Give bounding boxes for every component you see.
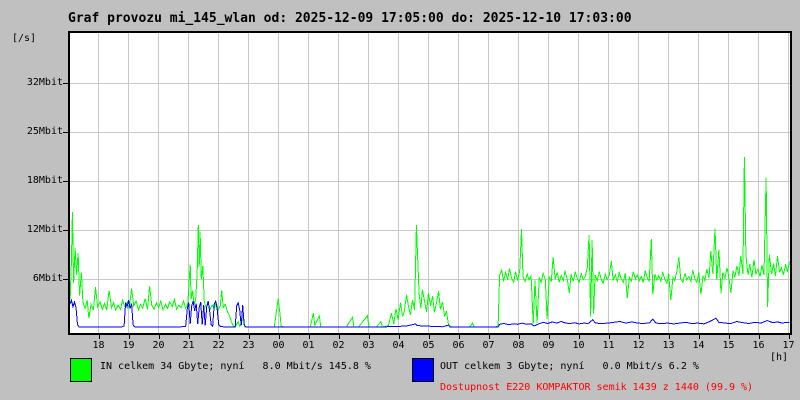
series-line-in bbox=[70, 157, 790, 328]
x-axis-tick bbox=[639, 335, 640, 339]
x-axis-tick bbox=[339, 335, 340, 339]
x-tick-label: 12 bbox=[632, 340, 645, 351]
x-axis-tick bbox=[369, 335, 370, 339]
y-axis-unit-label: [/s] bbox=[12, 33, 37, 44]
x-tick-label: 02 bbox=[332, 340, 345, 351]
legend-out-label: OUT celkem 3 Gbyte; nyní 0.0 Mbit/s 6.2 … bbox=[440, 361, 699, 372]
x-tick-label: 01 bbox=[302, 340, 315, 351]
x-tick-label: 22 bbox=[212, 340, 225, 351]
x-tick-label: 09 bbox=[542, 340, 555, 351]
x-axis-tick bbox=[99, 335, 100, 339]
x-tick-label: 04 bbox=[392, 340, 405, 351]
series-line-out bbox=[70, 298, 790, 328]
availability-label: Dostupnost E220 KOMPAKTOR semik 1439 z 1… bbox=[440, 382, 754, 393]
x-tick-label: 00 bbox=[272, 340, 285, 351]
x-axis-tick bbox=[459, 335, 460, 339]
x-axis-tick bbox=[789, 335, 790, 339]
x-axis-tick bbox=[159, 335, 160, 339]
x-axis-tick bbox=[759, 335, 760, 339]
x-tick-label: 08 bbox=[512, 340, 525, 351]
chart-svg bbox=[70, 33, 790, 333]
x-axis-tick bbox=[549, 335, 550, 339]
x-tick-label: 11 bbox=[602, 340, 615, 351]
plot-area bbox=[68, 31, 792, 335]
x-axis-tick bbox=[519, 335, 520, 339]
x-axis-tick bbox=[279, 335, 280, 339]
y-tick-label: 18Mbit bbox=[26, 175, 63, 186]
x-axis-tick bbox=[249, 335, 250, 339]
y-axis-tick bbox=[63, 132, 68, 133]
x-tick-label: 15 bbox=[722, 340, 735, 351]
x-tick-label: 19 bbox=[122, 340, 135, 351]
x-axis-tick bbox=[729, 335, 730, 339]
y-tick-label: 25Mbit bbox=[26, 126, 63, 137]
x-axis-tick bbox=[219, 335, 220, 339]
y-tick-label: 6Mbit bbox=[32, 273, 63, 284]
y-tick-label: 32Mbit bbox=[26, 77, 63, 88]
x-axis-tick bbox=[129, 335, 130, 339]
x-tick-label: 14 bbox=[692, 340, 705, 351]
x-axis-tick bbox=[429, 335, 430, 339]
x-tick-label: 13 bbox=[662, 340, 675, 351]
x-axis-tick bbox=[489, 335, 490, 339]
x-tick-label: 06 bbox=[452, 340, 465, 351]
y-axis-tick bbox=[63, 230, 68, 231]
x-tick-label: 17 bbox=[782, 340, 795, 351]
x-tick-label: 03 bbox=[362, 340, 375, 351]
y-axis-tick bbox=[63, 83, 68, 84]
x-tick-label: 21 bbox=[182, 340, 195, 351]
x-axis-tick bbox=[579, 335, 580, 339]
y-tick-label: 12Mbit bbox=[26, 224, 63, 235]
x-tick-label: 16 bbox=[752, 340, 765, 351]
graph-title: Graf provozu mi_145_wlan od: 2025-12-09 … bbox=[68, 11, 632, 26]
x-tick-label: 05 bbox=[422, 340, 435, 351]
y-axis-tick bbox=[63, 181, 68, 182]
x-axis-tick bbox=[399, 335, 400, 339]
y-axis-tick bbox=[63, 279, 68, 280]
x-tick-label: 23 bbox=[242, 340, 255, 351]
x-axis-tick bbox=[189, 335, 190, 339]
x-axis-tick bbox=[669, 335, 670, 339]
legend-out-swatch bbox=[412, 358, 434, 382]
x-tick-label: 07 bbox=[482, 340, 495, 351]
x-axis-tick bbox=[309, 335, 310, 339]
x-axis-unit-label: [h] bbox=[769, 352, 788, 363]
x-axis-tick bbox=[609, 335, 610, 339]
x-tick-label: 20 bbox=[152, 340, 165, 351]
legend-in-label: IN celkem 34 Gbyte; nyní 8.0 Mbit/s 145.… bbox=[100, 361, 371, 372]
legend-in-swatch bbox=[70, 358, 92, 382]
x-tick-label: 18 bbox=[92, 340, 105, 351]
x-axis-tick bbox=[699, 335, 700, 339]
x-tick-label: 10 bbox=[572, 340, 585, 351]
